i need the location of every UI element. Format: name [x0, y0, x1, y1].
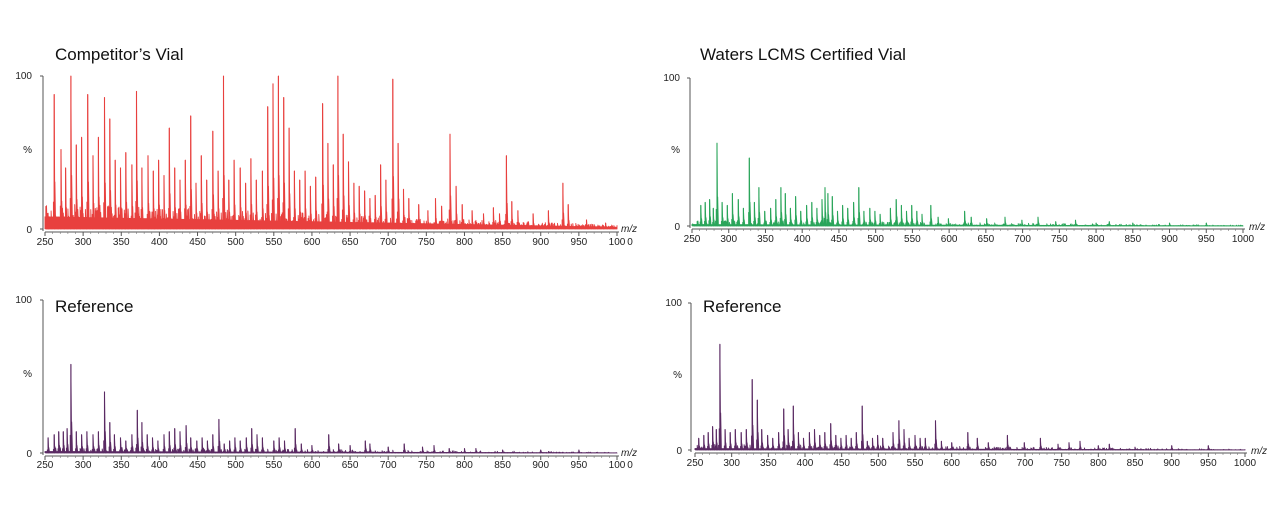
x-tick-label: 1000	[1232, 234, 1255, 245]
x-tick-label: 900	[1163, 458, 1180, 469]
spectrum-trace	[44, 75, 618, 230]
x-tick-label: 600	[943, 458, 960, 469]
x-tick-label: 800	[1090, 458, 1107, 469]
x-tick-label: 1000	[1234, 458, 1257, 469]
x-tick-label: 350	[757, 234, 774, 245]
x-tick-label: 600	[304, 460, 321, 471]
x-tick-label: 250	[37, 460, 54, 471]
spectrum-trace	[44, 363, 618, 454]
x-tick-label: 650	[978, 234, 995, 245]
spectrum-trace	[694, 343, 1246, 451]
x-tick-label: 650	[342, 460, 359, 471]
x-tick-label: 700	[1017, 458, 1034, 469]
x-tick-label: 750	[418, 460, 435, 471]
y-tick-label-0: 0	[26, 225, 32, 236]
x-tick-label: 750	[1053, 458, 1070, 469]
x-tick-label: 450	[189, 237, 206, 248]
x-tick-label: 550	[904, 234, 921, 245]
chart-panel-2: Waters LCMS Certified Vial 100% 0 250 300 350…	[663, 45, 1265, 245]
x-tick-label: 950	[571, 460, 588, 471]
x-tick-label: 550	[265, 237, 282, 248]
x-tick-label: 300	[720, 234, 737, 245]
x-tick-label: 300	[723, 458, 740, 469]
x-tick-label: 850	[1124, 234, 1141, 245]
x-tick-label: 550	[265, 460, 282, 471]
x-tick-label: 250	[37, 237, 54, 248]
x-axis-label: m/z	[1251, 446, 1267, 457]
x-tick-label: 500	[870, 458, 887, 469]
x-tick-label: 250	[687, 458, 704, 469]
x-tick-label: 400	[151, 460, 168, 471]
chart-title: Reference	[703, 297, 781, 316]
y-tick-label-100: 100	[665, 298, 682, 309]
spectrum-trace	[691, 142, 1244, 227]
x-tick-label: 350	[760, 458, 777, 469]
x-tick-label: 550	[907, 458, 924, 469]
y-axis-label: %	[673, 370, 682, 381]
x-tick-label: 750	[418, 237, 435, 248]
x-tick-label: 600	[941, 234, 958, 245]
y-axis-label: %	[671, 145, 680, 156]
x-tick-label: 750	[1051, 234, 1068, 245]
x-tick-label: 250	[684, 234, 701, 245]
x-tick-label: 350	[113, 460, 130, 471]
y-axis-label: %	[23, 145, 32, 156]
x-tick-label: 0	[627, 460, 633, 471]
x-axis-label: m/z	[621, 448, 637, 459]
x-tick-label: 950	[1198, 234, 1215, 245]
x-tick-label: 800	[1088, 234, 1105, 245]
x-tick-label: 450	[189, 460, 206, 471]
x-tick-label: 950	[571, 237, 588, 248]
y-tick-label-100: 100	[15, 71, 32, 82]
x-tick-label: 300	[75, 460, 92, 471]
x-axis-label: m/z	[1249, 222, 1265, 233]
x-tick-label: 450	[833, 458, 850, 469]
x-tick-label: 700	[1014, 234, 1031, 245]
x-tick-label: 850	[1127, 458, 1144, 469]
x-tick-label: 700	[380, 237, 397, 248]
x-tick-label: 500	[227, 237, 244, 248]
x-tick-label: 500	[227, 460, 244, 471]
y-tick-label-0: 0	[674, 222, 680, 233]
y-tick-label-0: 0	[26, 449, 32, 460]
chart-title: Waters LCMS Certified Vial	[700, 45, 906, 64]
x-tick-label: 450	[831, 234, 848, 245]
x-tick-label: 900	[1161, 234, 1178, 245]
x-tick-label: 500	[867, 234, 884, 245]
chart-panel-1: Competitor’s Vial 100% 0 250 300 350 400 450 500…	[15, 45, 637, 248]
chart-title: Reference	[55, 297, 133, 316]
x-tick-label: 800	[456, 460, 473, 471]
chart-panel-3: Reference 100% 0 250 300 350 400 450 500 550 600 65…	[15, 295, 637, 471]
x-tick-label: 900	[532, 460, 549, 471]
x-tick-label: 900	[532, 237, 549, 248]
y-axis-label: %	[23, 369, 32, 380]
y-tick-label-100: 100	[663, 73, 680, 84]
x-tick-label: 850	[494, 237, 511, 248]
chart-title: Competitor’s Vial	[55, 45, 184, 64]
x-tick-label: 800	[456, 237, 473, 248]
x-tick-label: 100	[609, 460, 626, 471]
x-tick-label: 650	[980, 458, 997, 469]
x-tick-label: 600	[304, 237, 321, 248]
x-tick-label: 300	[75, 237, 92, 248]
x-tick-label: 650	[342, 237, 359, 248]
y-tick-label-100: 100	[15, 295, 32, 306]
x-axis-label: m/z	[621, 224, 637, 235]
x-tick-label: 400	[794, 234, 811, 245]
x-tick-label: 350	[113, 237, 130, 248]
x-tick-label: 0	[627, 237, 633, 248]
x-tick-label: 850	[494, 460, 511, 471]
x-tick-label: 400	[797, 458, 814, 469]
y-tick-label-0: 0	[676, 446, 682, 457]
x-tick-label: 700	[380, 460, 397, 471]
x-tick-label: 400	[151, 237, 168, 248]
x-tick-label: 100	[609, 237, 626, 248]
chart-panel-4: Reference 100% 0 250 300 350 400 450 500 550 600 65…	[665, 297, 1267, 469]
x-tick-label: 950	[1200, 458, 1217, 469]
